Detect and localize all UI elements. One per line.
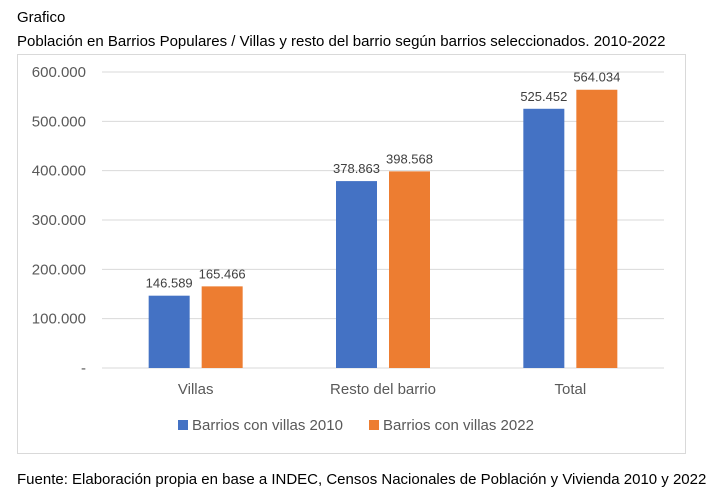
chart-area: [17, 54, 686, 454]
y-tick-label: 600.000: [32, 64, 86, 81]
legend-swatch: [369, 420, 379, 430]
bar: [576, 89, 618, 368]
x-tick-label: Total: [554, 381, 586, 398]
data-label: 525.452: [520, 89, 567, 104]
y-tick-label: 500.000: [32, 113, 86, 130]
data-label: 378.863: [333, 161, 380, 176]
x-tick-label: Villas: [178, 381, 214, 398]
legend-swatch: [178, 420, 188, 430]
data-label: 564.034: [573, 70, 620, 85]
chart-label: Grafico: [17, 9, 66, 26]
data-label: 398.568: [386, 151, 433, 166]
data-label: 165.466: [199, 266, 246, 281]
bar: [201, 286, 243, 368]
y-tick-label: -: [81, 360, 86, 377]
y-tick-label: 100.000: [32, 311, 86, 328]
bar: [336, 181, 377, 368]
legend-label: Barrios con villas 2010: [192, 417, 343, 434]
bar: [389, 171, 430, 368]
bar: [523, 108, 565, 369]
bar: [148, 295, 190, 368]
legend-label: Barrios con villas 2022: [383, 417, 534, 434]
y-tick-label: 400.000: [32, 163, 86, 180]
chart-title: Población en Barrios Populares / Villas …: [17, 33, 666, 50]
data-label: 146.589: [146, 276, 193, 291]
x-tick-label: Resto del barrio: [330, 381, 436, 398]
y-tick-label: 300.000: [32, 212, 86, 229]
source-note: Fuente: Elaboración propia en base a IND…: [17, 471, 707, 488]
y-tick-label: 200.000: [32, 261, 86, 278]
